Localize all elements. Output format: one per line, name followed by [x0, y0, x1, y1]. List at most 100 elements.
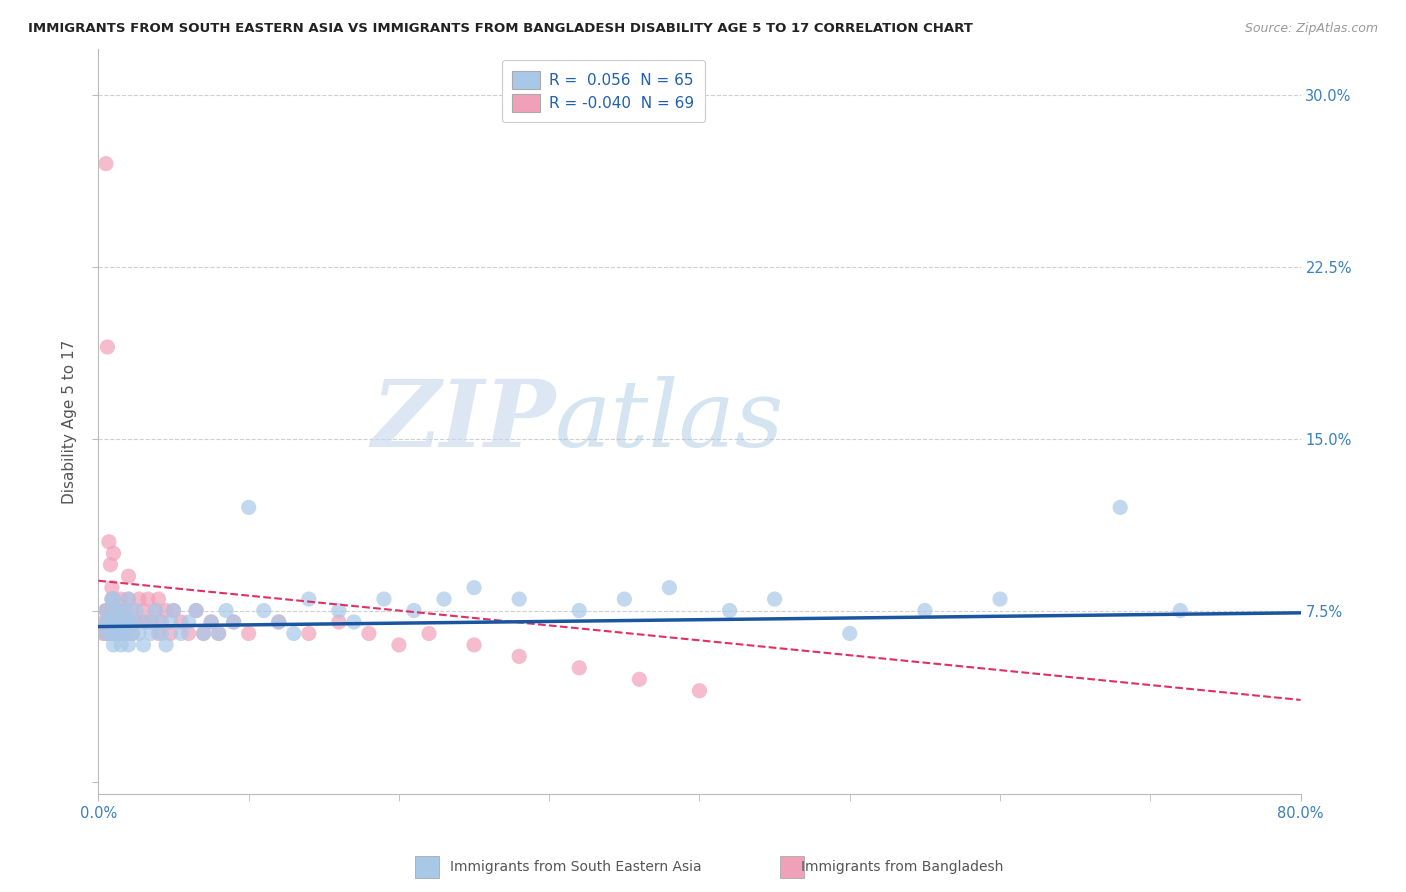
Point — [111, 615, 134, 629]
Point — [108, 626, 131, 640]
Point — [150, 626, 173, 640]
Point — [94, 603, 117, 617]
Point — [148, 626, 170, 640]
Point — [283, 626, 305, 640]
Point — [103, 603, 125, 617]
Point — [128, 626, 150, 640]
Point — [112, 615, 135, 629]
Point — [718, 603, 741, 617]
Point — [463, 581, 485, 595]
Point — [170, 626, 193, 640]
Point — [988, 592, 1011, 607]
Point — [328, 603, 350, 617]
Point — [121, 626, 143, 640]
Point — [914, 603, 936, 617]
Point — [148, 592, 170, 607]
Point — [508, 649, 530, 664]
Point — [508, 592, 530, 607]
Point — [100, 626, 122, 640]
Point — [177, 615, 200, 629]
Point — [128, 592, 150, 607]
Point — [100, 603, 122, 617]
Point — [97, 615, 120, 629]
Point — [162, 603, 184, 617]
Point — [107, 603, 129, 617]
Point — [689, 683, 711, 698]
Point — [222, 615, 245, 629]
Point — [112, 626, 135, 640]
Point — [94, 156, 117, 170]
Point — [117, 615, 139, 629]
Point — [139, 615, 162, 629]
Point — [101, 592, 124, 607]
Point — [1109, 500, 1132, 515]
Point — [238, 626, 260, 640]
Point — [94, 603, 117, 617]
Point — [193, 626, 215, 640]
Point — [402, 603, 425, 617]
Point — [418, 626, 440, 640]
Point — [104, 626, 127, 640]
Point — [613, 592, 636, 607]
Point — [433, 592, 456, 607]
Point — [208, 626, 231, 640]
Point — [184, 603, 207, 617]
Point — [122, 615, 145, 629]
Point — [101, 581, 124, 595]
Point — [763, 592, 786, 607]
Point — [838, 626, 860, 640]
Point — [103, 592, 125, 607]
Point — [132, 638, 155, 652]
Point — [145, 603, 167, 617]
Point — [208, 626, 231, 640]
Point — [117, 569, 139, 583]
Point — [357, 626, 380, 640]
Text: Source: ZipAtlas.com: Source: ZipAtlas.com — [1244, 22, 1378, 36]
Point — [463, 638, 485, 652]
Point — [114, 603, 136, 617]
Point — [100, 626, 122, 640]
Point — [94, 615, 117, 629]
Point — [658, 581, 681, 595]
Point — [298, 592, 321, 607]
Point — [110, 638, 132, 652]
Point — [101, 592, 124, 607]
Point — [148, 615, 170, 629]
Point — [136, 592, 159, 607]
Point — [115, 615, 138, 629]
Text: atlas: atlas — [555, 376, 785, 467]
Point — [114, 603, 136, 617]
Point — [125, 615, 148, 629]
Point — [122, 626, 145, 640]
Point — [94, 626, 117, 640]
Point — [107, 615, 129, 629]
Point — [200, 615, 222, 629]
Point — [162, 603, 184, 617]
Point — [253, 603, 276, 617]
Point — [110, 603, 132, 617]
Point — [1170, 603, 1192, 617]
Point — [103, 546, 125, 560]
Point — [159, 615, 181, 629]
Point — [97, 626, 120, 640]
Point — [170, 615, 193, 629]
Point — [115, 626, 138, 640]
Text: IMMIGRANTS FROM SOUTH EASTERN ASIA VS IMMIGRANTS FROM BANGLADESH DISABILITY AGE : IMMIGRANTS FROM SOUTH EASTERN ASIA VS IM… — [28, 22, 973, 36]
Point — [145, 603, 167, 617]
Point — [110, 592, 132, 607]
Point — [568, 661, 591, 675]
Point — [103, 615, 125, 629]
Point — [96, 615, 118, 629]
Point — [132, 603, 155, 617]
Point — [373, 592, 395, 607]
Point — [94, 626, 117, 640]
Point — [628, 673, 651, 687]
Point — [215, 603, 238, 617]
Point — [193, 626, 215, 640]
Point — [105, 626, 128, 640]
Point — [103, 615, 125, 629]
Text: Immigrants from South Eastern Asia: Immigrants from South Eastern Asia — [450, 860, 702, 874]
Text: Immigrants from Bangladesh: Immigrants from Bangladesh — [801, 860, 1004, 874]
Point — [103, 603, 125, 617]
Point — [388, 638, 411, 652]
